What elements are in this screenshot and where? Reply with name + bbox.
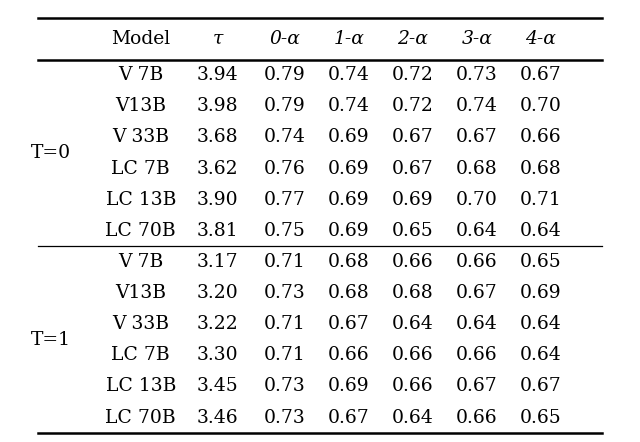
Text: 0.65: 0.65 [520,253,562,271]
Text: 3.94: 3.94 [196,66,239,84]
Text: 0.69: 0.69 [520,284,562,302]
Text: 3-α: 3-α [461,30,492,48]
Text: 0.70: 0.70 [456,191,498,209]
Text: 0.77: 0.77 [264,191,306,209]
Text: V 7B: V 7B [118,66,163,84]
Text: 0.67: 0.67 [456,129,498,146]
Text: V13B: V13B [115,97,166,115]
Text: 0.67: 0.67 [328,408,370,427]
Text: 0.66: 0.66 [456,347,498,364]
Text: 0.73: 0.73 [456,66,498,84]
Text: LC 13B: LC 13B [106,377,176,396]
Text: 0.64: 0.64 [520,222,562,240]
Text: 0.66: 0.66 [392,253,434,271]
Text: 3.68: 3.68 [196,129,239,146]
Text: 3.62: 3.62 [196,160,239,178]
Text: 0.66: 0.66 [392,347,434,364]
Text: 0.66: 0.66 [520,129,562,146]
Text: 0.69: 0.69 [328,191,370,209]
Text: 3.98: 3.98 [196,97,239,115]
Text: T=1: T=1 [31,331,71,349]
Text: 0.69: 0.69 [392,191,434,209]
Text: 0.79: 0.79 [264,66,306,84]
Text: 3.20: 3.20 [196,284,239,302]
Text: 0.74: 0.74 [328,97,370,115]
Text: 0.66: 0.66 [456,253,498,271]
Text: 0.66: 0.66 [392,377,434,396]
Text: 0.72: 0.72 [392,97,434,115]
Text: 0.74: 0.74 [456,97,498,115]
Text: 0.66: 0.66 [328,347,370,364]
Text: LC 7B: LC 7B [111,347,170,364]
Text: 0.76: 0.76 [264,160,306,178]
Text: 0.71: 0.71 [264,315,306,333]
Text: 0.65: 0.65 [392,222,434,240]
Text: LC 7B: LC 7B [111,160,170,178]
Text: 4-α: 4-α [525,30,556,48]
Text: 0.68: 0.68 [456,160,498,178]
Text: Model: Model [111,30,170,48]
Text: 0.64: 0.64 [520,347,562,364]
Text: 0.70: 0.70 [520,97,562,115]
Text: 0-α: 0-α [269,30,300,48]
Text: 3.45: 3.45 [196,377,239,396]
Text: 0.68: 0.68 [328,253,370,271]
Text: 2-α: 2-α [397,30,428,48]
Text: 0.64: 0.64 [392,408,434,427]
Text: 0.67: 0.67 [392,160,434,178]
Text: 0.64: 0.64 [520,315,562,333]
Text: LC 70B: LC 70B [106,408,176,427]
Text: 0.79: 0.79 [264,97,306,115]
Text: 0.68: 0.68 [520,160,562,178]
Text: 0.69: 0.69 [328,129,370,146]
Text: 0.74: 0.74 [264,129,306,146]
Text: 0.71: 0.71 [520,191,562,209]
Text: 0.64: 0.64 [392,315,434,333]
Text: 0.64: 0.64 [456,315,498,333]
Text: LC 70B: LC 70B [106,222,176,240]
Text: 3.17: 3.17 [196,253,239,271]
Text: 0.64: 0.64 [456,222,498,240]
Text: 0.68: 0.68 [328,284,370,302]
Text: 0.67: 0.67 [520,66,562,84]
Text: 0.65: 0.65 [520,408,562,427]
Text: 0.69: 0.69 [328,222,370,240]
Text: V 33B: V 33B [112,315,170,333]
Text: τ: τ [212,30,223,48]
Text: 0.71: 0.71 [264,253,306,271]
Text: 0.69: 0.69 [328,377,370,396]
Text: 0.67: 0.67 [456,284,498,302]
Text: 0.73: 0.73 [264,284,306,302]
Text: 0.67: 0.67 [392,129,434,146]
Text: 3.22: 3.22 [196,315,239,333]
Text: V 7B: V 7B [118,253,163,271]
Text: 3.46: 3.46 [196,408,239,427]
Text: 0.74: 0.74 [328,66,370,84]
Text: 0.71: 0.71 [264,347,306,364]
Text: 1-α: 1-α [333,30,364,48]
Text: 3.90: 3.90 [196,191,239,209]
Text: 0.69: 0.69 [328,160,370,178]
Text: 0.75: 0.75 [264,222,306,240]
Text: 3.81: 3.81 [196,222,239,240]
Text: T=0: T=0 [31,144,71,162]
Text: 0.73: 0.73 [264,377,306,396]
Text: 0.73: 0.73 [264,408,306,427]
Text: V13B: V13B [115,284,166,302]
Text: 0.67: 0.67 [328,315,370,333]
Text: 0.66: 0.66 [456,408,498,427]
Text: LC 13B: LC 13B [106,191,176,209]
Text: 3.30: 3.30 [196,347,239,364]
Text: V 33B: V 33B [112,129,170,146]
Text: 0.68: 0.68 [392,284,434,302]
Text: 0.72: 0.72 [392,66,434,84]
Text: 0.67: 0.67 [520,377,562,396]
Text: 0.67: 0.67 [456,377,498,396]
